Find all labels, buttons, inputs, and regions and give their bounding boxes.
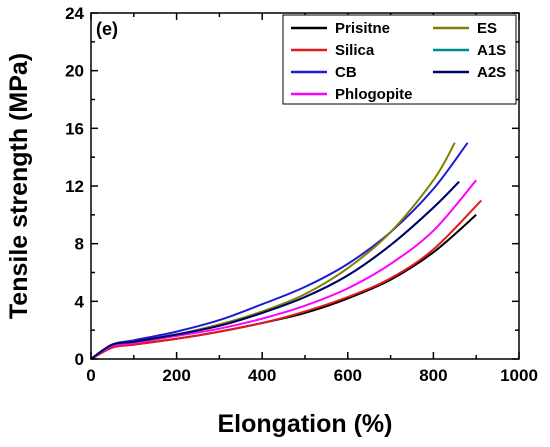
legend: Prisitne Silica CB Phlogopite ES A1S A2S [282, 14, 517, 105]
y-tick-label: 12 [65, 177, 84, 196]
x-tick-label: 1000 [500, 366, 538, 385]
series-line-silica [90, 199, 483, 360]
series-line-es [90, 142, 456, 360]
y-tick-label: 8 [75, 235, 84, 254]
x-tick-label: 200 [162, 366, 190, 385]
y-tick-label: 20 [65, 62, 84, 81]
series-layer [90, 142, 483, 360]
y-tick-label: 16 [65, 119, 84, 138]
series-line-phlogopite [90, 179, 477, 360]
y-tick-label: 4 [75, 292, 85, 311]
legend-label-cb: CB [335, 64, 357, 81]
x-tick-label: 0 [86, 366, 95, 385]
legend-label-a2s: A2S [477, 64, 506, 81]
legend-label-prisitne: Prisitne [335, 20, 390, 37]
legend-label-a1s: A1S [477, 42, 506, 59]
panel-label: (e) [96, 19, 118, 39]
series-line-a2s [90, 180, 460, 360]
x-tick-label: 600 [334, 366, 362, 385]
x-tick-label: 400 [248, 366, 276, 385]
legend-box [282, 14, 517, 105]
series-line-cb [90, 142, 469, 360]
tick-layer: 0 200 400 600 800 1000 0 4 8 12 16 20 24 [65, 4, 538, 385]
x-tick-label: 800 [419, 366, 447, 385]
legend-label-es: ES [477, 20, 497, 37]
y-axis-title: Tensile strength (MPa) [5, 53, 33, 319]
legend-label-phlogopite: Phlogopite [335, 86, 413, 103]
legend-label-silica: Silica [335, 42, 375, 59]
x-axis-title: Elongation (%) [218, 410, 393, 438]
y-tick-label: 24 [65, 4, 84, 23]
y-tick-label: 0 [75, 350, 84, 369]
